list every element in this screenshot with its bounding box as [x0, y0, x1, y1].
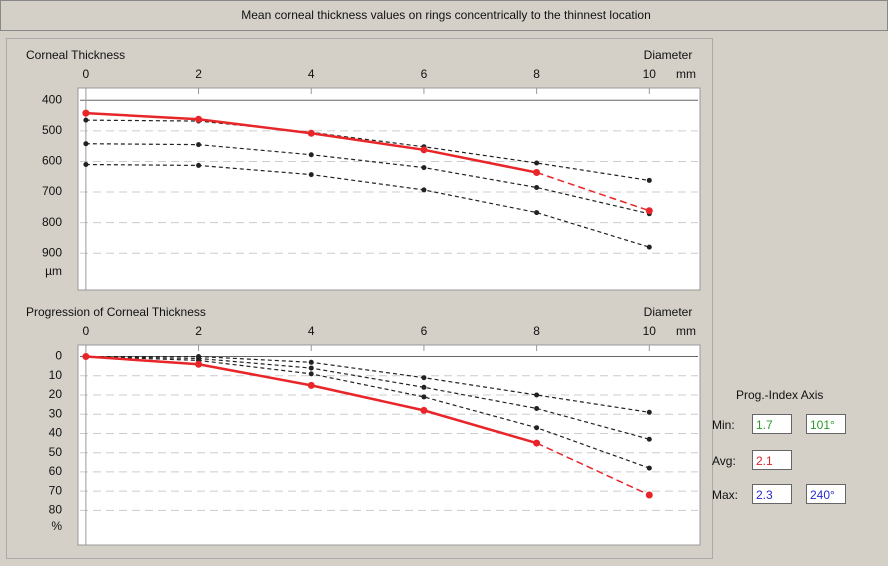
data-point [646, 177, 652, 183]
x-tick-label: 4 [308, 324, 315, 338]
x-tick-label: 6 [421, 67, 428, 81]
data-point [308, 359, 314, 365]
chart-title: Corneal Thickness [26, 48, 125, 62]
data-point [421, 394, 427, 400]
data-point [534, 160, 540, 166]
x-tick-label: 10 [643, 324, 657, 338]
data-point [195, 360, 203, 368]
data-point [196, 162, 202, 168]
series-line [85, 355, 650, 440]
data-point [534, 184, 540, 190]
data-point [533, 168, 541, 176]
data-point [646, 436, 652, 442]
x-unit-label: mm [676, 324, 696, 338]
data-point [420, 406, 428, 414]
x-axis-label: Diameter [644, 48, 693, 62]
data-point [82, 109, 90, 117]
avg-label: Avg: [712, 454, 736, 468]
data-point [83, 117, 89, 123]
data-point [421, 165, 427, 171]
plot-area [77, 344, 701, 546]
data-point [645, 207, 653, 215]
data-point [195, 115, 203, 123]
y-tick-label: 700 [42, 184, 62, 198]
data-point [421, 375, 427, 381]
y-unit-label: µm [45, 264, 62, 278]
x-tick-label: 0 [83, 67, 90, 81]
y-tick-label: 40 [49, 426, 63, 440]
chart-title: Progression of Corneal Thickness [26, 305, 206, 319]
data-point [196, 142, 202, 148]
x-axis-label: Diameter [644, 305, 693, 319]
header-title: Mean corneal thickness values on rings c… [241, 8, 651, 22]
data-point [82, 353, 90, 361]
avg-value: 2.1 [752, 450, 792, 470]
data-point [307, 381, 315, 389]
series-extension [536, 171, 650, 212]
x-tick-label: 0 [83, 324, 90, 338]
data-point [308, 371, 314, 377]
data-point [83, 141, 89, 147]
y-tick-label: 20 [49, 387, 63, 401]
series-line [85, 163, 650, 248]
prog-title: Prog.-Index Axis [736, 388, 824, 402]
data-point [645, 491, 653, 499]
y-tick-label: 500 [42, 123, 62, 137]
x-tick-label: 8 [533, 324, 540, 338]
data-point [534, 425, 540, 431]
y-tick-label: 800 [42, 215, 62, 229]
data-point [421, 187, 427, 193]
max-axis: 240° [806, 484, 846, 504]
x-unit-label: mm [676, 67, 696, 81]
series-line [85, 355, 650, 413]
y-tick-label: 60 [49, 464, 63, 478]
y-unit-label: % [51, 519, 62, 533]
y-tick-label: 400 [42, 92, 62, 106]
series-extension [536, 442, 650, 496]
min-axis: 101° [806, 414, 846, 434]
y-tick-label: 50 [49, 445, 63, 459]
data-point [646, 244, 652, 250]
y-tick-label: 0 [55, 349, 62, 363]
data-point [421, 384, 427, 390]
data-point [646, 465, 652, 471]
data-point [83, 162, 89, 168]
y-tick-label: 10 [49, 368, 63, 382]
data-point [308, 172, 314, 178]
x-tick-label: 2 [195, 324, 202, 338]
data-point [534, 405, 540, 411]
series-line [85, 119, 650, 182]
data-point [534, 210, 540, 216]
min-value: 1.7 [752, 414, 792, 434]
data-point [534, 392, 540, 398]
y-tick-label: 600 [42, 154, 62, 168]
data-point [308, 365, 314, 371]
data-point [420, 146, 428, 154]
header-bar [0, 0, 888, 31]
data-point [646, 409, 652, 415]
data-point [307, 129, 315, 137]
x-tick-label: 8 [533, 67, 540, 81]
min-label: Min: [712, 418, 735, 432]
max-label: Max: [712, 488, 739, 502]
y-tick-label: 900 [42, 245, 62, 259]
series-line [85, 143, 650, 215]
series-line [85, 355, 650, 469]
x-tick-label: 6 [421, 324, 428, 338]
x-tick-label: 10 [643, 67, 657, 81]
x-tick-label: 2 [195, 67, 202, 81]
data-point [533, 439, 541, 447]
group-frame [6, 38, 713, 559]
x-tick-label: 4 [308, 67, 315, 81]
data-point [308, 152, 314, 158]
y-tick-label: 70 [49, 483, 63, 497]
y-tick-label: 80 [49, 503, 63, 517]
max-value: 2.3 [752, 484, 792, 504]
plot-area [77, 87, 701, 291]
y-tick-label: 30 [49, 406, 63, 420]
